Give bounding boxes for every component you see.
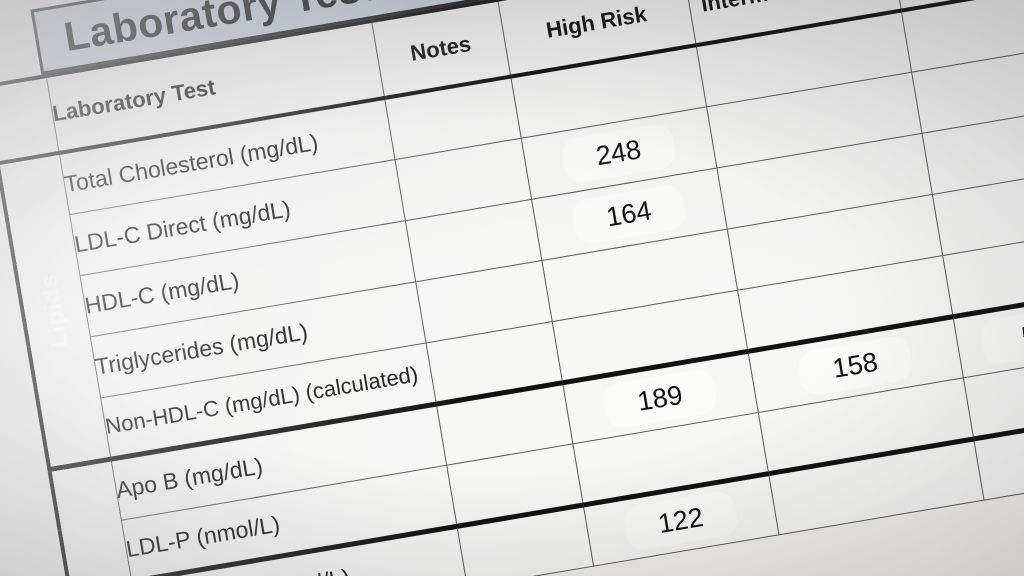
value-chip-high-risk: 189 bbox=[601, 366, 719, 430]
group-band-label: Lipids bbox=[34, 271, 74, 350]
value-chip-high-risk: 164 bbox=[569, 182, 688, 246]
value-chip-high-risk: 248 bbox=[559, 121, 678, 185]
value-chip-low-risk: 59 bbox=[977, 302, 1024, 367]
value-chip-high-risk: 122 bbox=[621, 488, 740, 552]
value-chip-intermediate-risk: 158 bbox=[796, 333, 915, 397]
